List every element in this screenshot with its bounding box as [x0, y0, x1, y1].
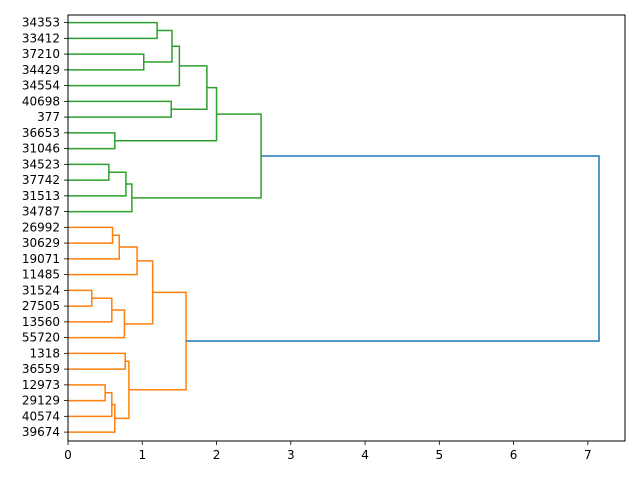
leaf-label: 1318 — [29, 346, 60, 360]
leaf-label: 11485 — [22, 268, 60, 282]
leaf-label: 26992 — [22, 220, 60, 234]
dendrogram-link — [68, 289, 93, 307]
leaf-label: 31513 — [22, 189, 60, 203]
dendrogram-link — [68, 226, 114, 244]
dendrogram-link — [68, 391, 113, 418]
dendrogram-link — [114, 86, 218, 142]
dendrogram-link — [68, 384, 106, 402]
dendrogram-link — [68, 183, 133, 213]
dendrogram-link — [68, 234, 120, 260]
dendrogram-link — [68, 132, 116, 150]
axes-frame — [67, 14, 626, 442]
dendrogram-link — [68, 403, 116, 433]
dendrogram-link — [68, 45, 181, 87]
leaf-label: 33412 — [22, 31, 60, 45]
leaf-label: 39674 — [22, 425, 60, 439]
leaf-label: 36559 — [22, 362, 60, 376]
x-tick-label: 5 — [436, 448, 444, 462]
dendrogram-link — [128, 291, 187, 391]
leaf-label: 30629 — [22, 236, 60, 250]
leaf-label: 34554 — [22, 79, 60, 93]
leaf-label: 36653 — [22, 126, 60, 140]
leaf-label: 55720 — [22, 331, 60, 345]
leaf-label: 37742 — [22, 173, 60, 187]
x-tick-label: 3 — [287, 448, 295, 462]
dendrogram-links — [68, 21, 600, 433]
dendrogram-link — [68, 297, 113, 323]
leaf-label: 31524 — [22, 283, 60, 297]
x-tick-label: 0 — [64, 448, 72, 462]
dendrogram-link — [68, 163, 110, 181]
dendrogram-link — [171, 65, 208, 110]
dendrogram-link — [186, 155, 600, 342]
dendrogram-link — [68, 171, 127, 197]
leaf-label: 12973 — [22, 378, 60, 392]
x-tick-label: 4 — [361, 448, 369, 462]
x-tick-label: 1 — [138, 448, 146, 462]
leaf-label: 377 — [37, 110, 60, 124]
leaf-label: 34523 — [22, 157, 60, 171]
dendrogram-link — [68, 352, 126, 370]
dendrogram-link — [68, 309, 126, 339]
dendrogram-link — [68, 100, 172, 118]
x-tick-label: 6 — [510, 448, 518, 462]
leaf-label: 31046 — [22, 142, 60, 156]
dendrogram-link — [68, 21, 158, 40]
leaf-label: 37210 — [22, 47, 60, 61]
leaf-label: 34429 — [22, 63, 60, 77]
dendrogram-link — [68, 53, 145, 71]
x-axis-ticks: 0 1 2 3 4 5 6 7 — [64, 441, 592, 462]
dendrogram-link — [124, 260, 154, 325]
leaf-label: 40574 — [22, 409, 60, 423]
dendrogram-link — [68, 246, 138, 276]
leaf-label: 40698 — [22, 94, 60, 108]
leaf-label: 13560 — [22, 315, 60, 329]
leaf-label: 34787 — [22, 205, 60, 219]
x-tick-label: 7 — [584, 448, 592, 462]
leaf-label: 34353 — [22, 16, 60, 30]
leaf-label: 27505 — [22, 299, 60, 313]
dendrogram-link — [131, 113, 262, 199]
x-tick-label: 2 — [213, 448, 221, 462]
dendrogram-link — [143, 29, 173, 63]
leaf-label: 29129 — [22, 394, 60, 408]
leaf-label: 19071 — [22, 252, 60, 266]
